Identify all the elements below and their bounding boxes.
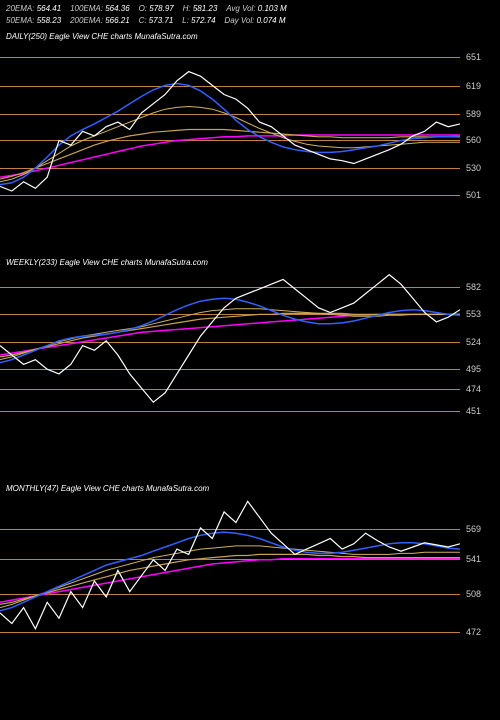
series-ema200 [0,135,460,177]
series-price [0,72,460,191]
series-ema20 [0,84,460,185]
panel-title: MONTHLY(47) Eagle View CHE charts Munafa… [6,484,209,493]
series-ema20 [0,532,460,611]
y-axis-label: 530 [466,163,495,173]
chart-panel [0,44,460,214]
y-axis-label: 553 [466,309,495,319]
chart-lines [0,44,460,214]
series-ema200 [0,314,460,355]
stats-line-1: 20EMA: 564.41 100EMA: 564.36 O: 578.97 H… [6,4,287,13]
y-axis-label: 651 [466,52,495,62]
y-axis-label: 495 [466,364,495,374]
y-axis-label: 619 [466,81,495,91]
series-ema50 [0,546,460,608]
y-axis-label: 569 [466,524,495,534]
y-axis-label: 474 [466,384,495,394]
series-ema20 [0,298,460,362]
stats-line-2: 50EMA: 558.23 200EMA: 566.21 C: 573.71 L… [6,16,286,25]
series-price [0,501,460,629]
y-axis-label: 582 [466,282,495,292]
series-ema100 [0,313,460,357]
chart-container: 20EMA: 564.41 100EMA: 564.36 O: 578.97 H… [0,0,500,720]
chart-lines [0,496,460,666]
chart-lines [0,270,460,440]
y-axis-label: 541 [466,554,495,564]
y-axis-label: 560 [466,135,495,145]
y-axis-label: 472 [466,627,495,637]
chart-panel [0,496,460,666]
panel-title: DAILY(250) Eagle View CHE charts MunafaS… [6,32,198,41]
y-axis-label: 508 [466,589,495,599]
y-axis-label: 501 [466,190,495,200]
y-axis-label: 589 [466,109,495,119]
panel-title: WEEKLY(233) Eagle View CHE charts Munafa… [6,258,208,267]
y-axis-label: 524 [466,337,495,347]
y-axis-label: 451 [466,406,495,416]
chart-panel [0,270,460,440]
